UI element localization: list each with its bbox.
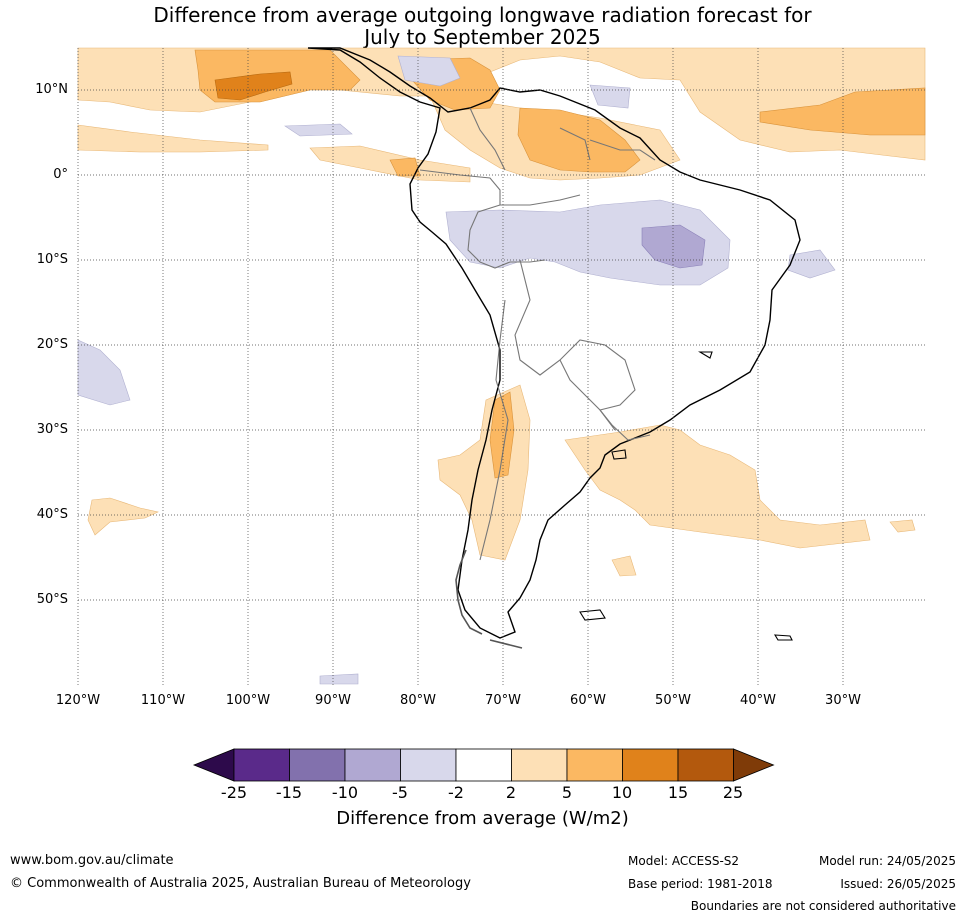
footer-url[interactable]: www.bom.gov.au/climate: [10, 853, 174, 868]
colorbar-title: Difference from average (W/m2): [336, 808, 629, 829]
colorbar-tick: 10: [611, 783, 633, 802]
graticule: [77, 48, 925, 686]
footer-copyright: © Commonwealth of Australia 2025, Austra…: [10, 876, 471, 891]
country-borders: [419, 107, 656, 561]
colorbar-tick: 5: [561, 783, 573, 802]
colorbar-segment: [455, 748, 512, 782]
lon-label-120w: 120°W: [55, 693, 101, 708]
footer-issued: Issued: 26/05/2025: [840, 877, 956, 891]
colorbar-segment: [233, 748, 290, 782]
footer-disclaimer: Boundaries are not considered authoritat…: [690, 899, 956, 913]
footer-base-period: Base period: 1981-2018: [628, 877, 773, 891]
lon-label-110w: 110°W: [140, 693, 186, 708]
lat-label-0: 0°: [53, 167, 68, 182]
title-line-1: Difference from average outgoing longwav…: [153, 3, 812, 27]
colorbar-arrow-left: [192, 748, 235, 782]
lon-label-100w: 100°W: [225, 693, 271, 708]
colorbar: [192, 748, 775, 782]
colorbar-tick: -15: [275, 783, 303, 802]
map-title: Difference from average outgoing longwav…: [0, 4, 965, 48]
colorbar-tick: -5: [392, 783, 408, 802]
lon-label-30w: 30°W: [825, 693, 861, 708]
colorbar-tick: -25: [220, 783, 248, 802]
colorbar-tick: -2: [448, 783, 464, 802]
coastal-details: [579, 351, 793, 641]
lat-label-20s: 20°S: [36, 337, 68, 352]
lat-label-50s: 50°S: [36, 592, 68, 607]
lon-label-80w: 80°W: [400, 693, 436, 708]
colorbar-tick: 2: [505, 783, 517, 802]
lat-label-40s: 40°S: [36, 507, 68, 522]
colorbar-segment: [677, 748, 734, 782]
colorbar-segment: [400, 748, 457, 782]
colorbar-tick: -10: [331, 783, 359, 802]
lon-label-40w: 40°W: [740, 693, 776, 708]
colorbar-tick: 15: [667, 783, 689, 802]
title-line-2: July to September 2025: [364, 25, 601, 49]
colorbar-tick: 25: [722, 783, 744, 802]
anomaly-dark-orange: [214, 71, 293, 101]
lon-label-50w: 50°W: [655, 693, 691, 708]
lat-label-10n: 10°N: [35, 82, 68, 97]
footer-model: Model: ACCESS-S2: [628, 854, 740, 868]
colorbar-segment: [511, 748, 568, 782]
lat-label-10s: 10°S: [36, 252, 68, 267]
chile-fjords: [455, 549, 523, 649]
colorbar-segment: [566, 748, 623, 782]
anomaly-medium-purple: [641, 224, 706, 269]
colorbar-segment: [344, 748, 401, 782]
coastline: [307, 47, 801, 639]
lat-label-30s: 30°S: [36, 422, 68, 437]
lon-label-70w: 70°W: [485, 693, 521, 708]
footer-model-run: Model run: 24/05/2025: [818, 854, 956, 868]
colorbar-segment: [622, 748, 679, 782]
anomaly-light-purple: [77, 55, 836, 685]
colorbar-segment: [289, 748, 346, 782]
lon-label-90w: 90°W: [315, 693, 351, 708]
lon-label-60w: 60°W: [570, 693, 606, 708]
map-panel: [77, 47, 926, 686]
colorbar-arrow-right: [733, 748, 775, 782]
